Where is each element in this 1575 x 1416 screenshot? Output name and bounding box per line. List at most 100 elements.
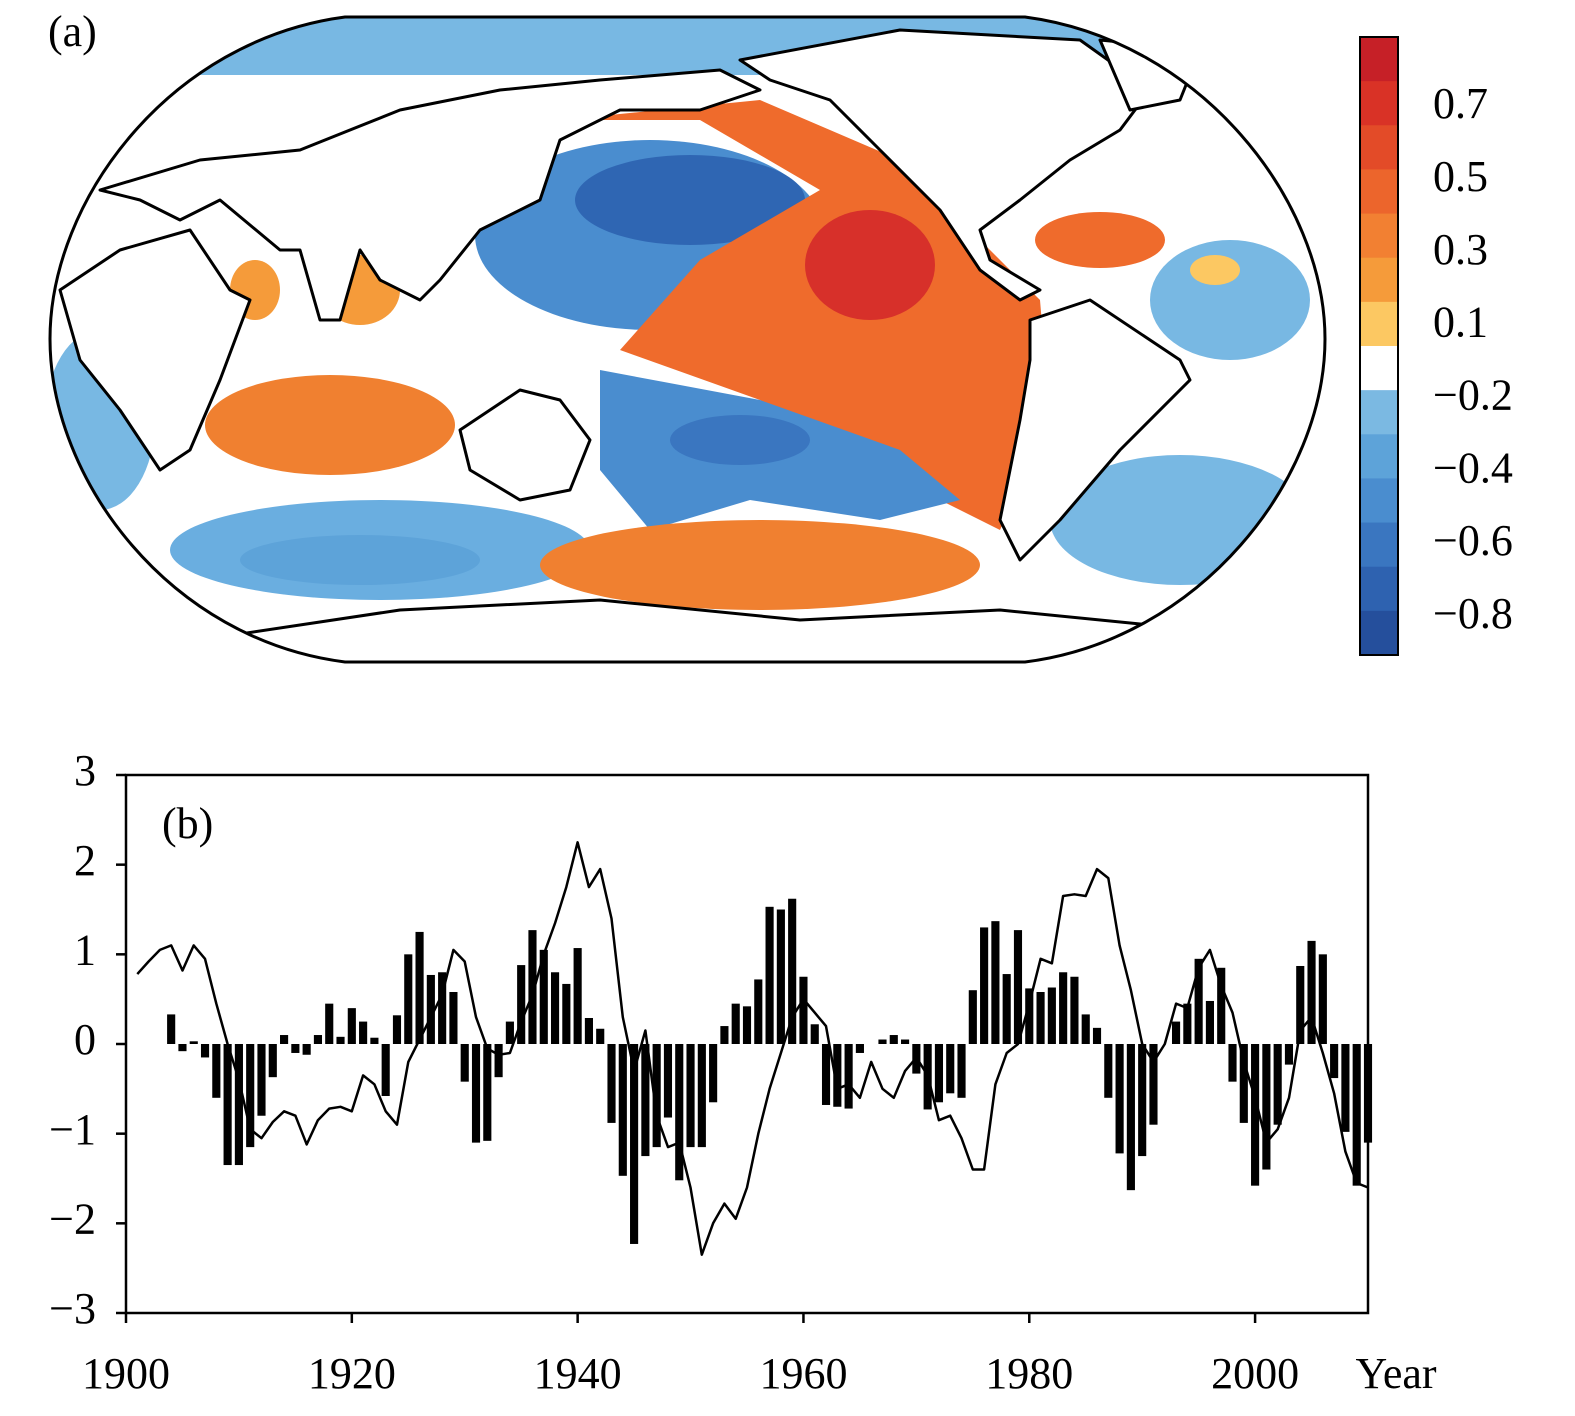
bar: [1025, 988, 1034, 1044]
bar: [946, 1044, 955, 1094]
bar: [855, 1044, 864, 1053]
bar: [754, 979, 763, 1044]
bar: [449, 991, 458, 1044]
bar: [370, 1037, 379, 1044]
bar: [460, 1044, 469, 1082]
bar: [1284, 1044, 1294, 1065]
colorbar-tick-label: 0.1: [1433, 298, 1488, 347]
bar: [1036, 991, 1045, 1044]
bar: [889, 1035, 898, 1044]
bar: [347, 1008, 356, 1044]
bar: [584, 1017, 593, 1044]
bar: [675, 1044, 684, 1181]
bar: [968, 990, 977, 1044]
bar: [528, 930, 537, 1044]
bar: [291, 1044, 300, 1053]
bar: [562, 983, 571, 1044]
bar: [1047, 987, 1056, 1044]
y-tick-label: −3: [49, 1284, 96, 1333]
bar: [957, 1044, 966, 1098]
x-tick-label: 1960: [759, 1349, 847, 1398]
bar: [1092, 1027, 1102, 1044]
colorbar-swatch: [1360, 213, 1398, 259]
colorbar-tick-label: −0.6: [1433, 516, 1513, 565]
bar: [980, 927, 989, 1044]
bar: [799, 976, 808, 1044]
colorbar-tick-label: −0.2: [1433, 371, 1513, 420]
bar: [709, 1044, 718, 1103]
bar: [1059, 972, 1068, 1044]
bar: [573, 948, 582, 1044]
y-tick-label: 2: [74, 836, 96, 885]
bar: [1341, 1044, 1350, 1132]
bar: [652, 1044, 661, 1148]
bar: [630, 1044, 639, 1244]
bar: [901, 1039, 910, 1044]
bar: [844, 1044, 853, 1109]
y-tick-label: −2: [49, 1194, 96, 1243]
bar: [1296, 965, 1305, 1044]
bar: [607, 1044, 616, 1123]
colorbar-tick-label: 0.5: [1433, 152, 1488, 201]
bar: [415, 931, 424, 1044]
colorbar-swatch: [1360, 346, 1398, 391]
bar: [212, 1044, 221, 1098]
y-tick-label: 0: [74, 1015, 96, 1064]
bar: [200, 1044, 210, 1058]
bar: [189, 1041, 198, 1044]
bar: [336, 1036, 345, 1044]
y-tick-label: −1: [49, 1105, 96, 1154]
bar: [1363, 1044, 1373, 1143]
bar: [268, 1044, 277, 1078]
colorbar-swatch: [1360, 390, 1398, 435]
bar: [313, 1035, 323, 1044]
colorbar-frame: [1359, 36, 1399, 656]
bar: [517, 965, 526, 1044]
bar: [1194, 958, 1203, 1044]
x-tick-label: 1980: [985, 1349, 1073, 1398]
colorbar-swatch: [1360, 81, 1398, 126]
bar: [1318, 954, 1327, 1044]
bar: [1149, 1044, 1158, 1125]
bar: [505, 1021, 514, 1044]
bar: [359, 1021, 368, 1044]
bar: [280, 1035, 289, 1044]
bar: [1126, 1044, 1135, 1191]
x-tick-label: 1940: [534, 1349, 622, 1398]
x-tick-label: 1920: [308, 1349, 396, 1398]
bar: [1217, 967, 1226, 1044]
bar: [1104, 1044, 1113, 1098]
bar: [618, 1044, 627, 1176]
bar: [1070, 976, 1079, 1044]
bar: [731, 1003, 740, 1044]
map: [50, 17, 1325, 662]
bar: [1228, 1044, 1237, 1082]
colorbar-swatch: [1360, 37, 1398, 82]
bar: [720, 1026, 729, 1044]
colorbar-tick-label: −0.4: [1433, 443, 1513, 492]
bar: [438, 972, 447, 1044]
bar: [392, 1015, 402, 1044]
bar: [1251, 1044, 1260, 1186]
bar: [471, 1044, 481, 1143]
bar: [742, 1006, 752, 1044]
x-tick-label: 1900: [82, 1349, 170, 1398]
bar: [1002, 974, 1011, 1044]
colorbar-tick-label: 0.7: [1433, 79, 1488, 128]
bar: [878, 1039, 887, 1044]
bar: [550, 972, 560, 1044]
bar: [1171, 1021, 1181, 1044]
bar: [325, 1003, 334, 1044]
bar: [833, 1044, 842, 1107]
bar: [223, 1044, 232, 1166]
bar: [1013, 930, 1023, 1044]
colorbar-swatch: [1360, 610, 1398, 656]
colorbar-swatch: [1360, 301, 1398, 347]
bar: [426, 974, 435, 1044]
bar: [539, 949, 548, 1044]
bar: [1352, 1044, 1361, 1186]
bar: [257, 1044, 266, 1116]
bar: [1115, 1044, 1124, 1154]
bar: [246, 1044, 255, 1148]
